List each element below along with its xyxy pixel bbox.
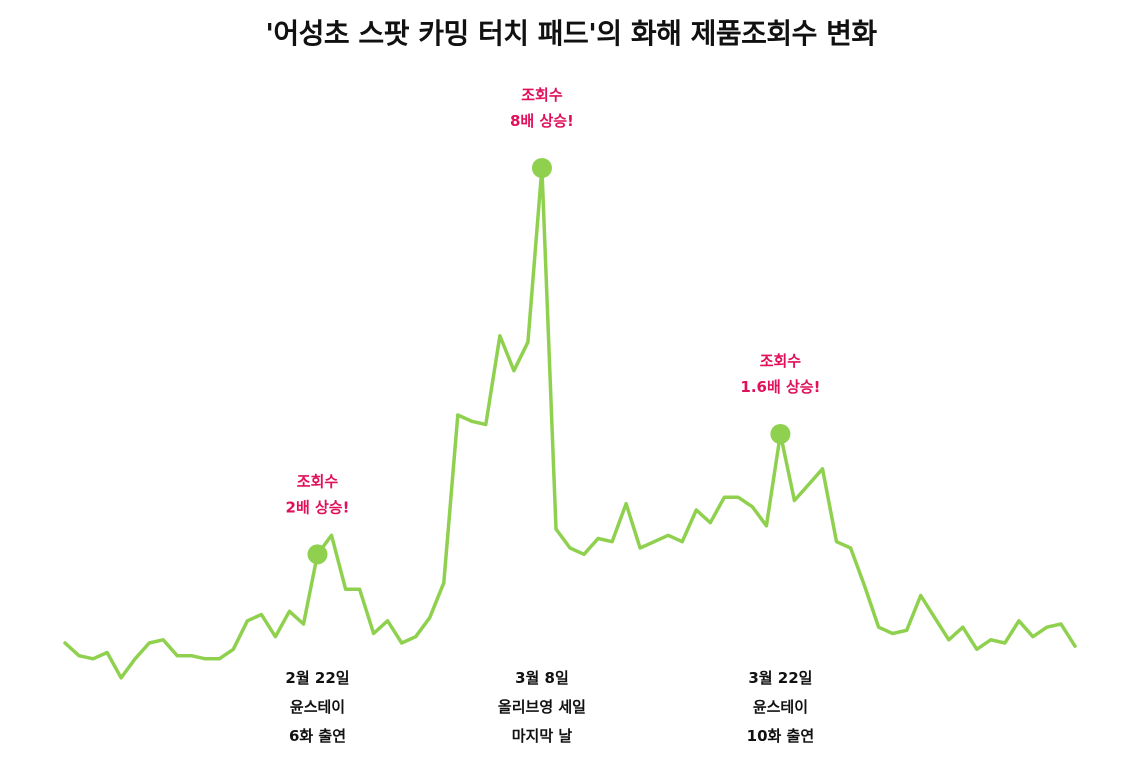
data-point [989, 638, 993, 642]
data-point [526, 340, 530, 344]
data-point [554, 527, 558, 531]
data-point [877, 625, 881, 629]
data-point [764, 524, 768, 528]
data-point [287, 609, 291, 613]
data-point [708, 521, 712, 525]
data-point [189, 654, 193, 658]
data-point [203, 657, 207, 661]
data-point [372, 632, 376, 635]
data-point [652, 540, 656, 544]
event-annotation: 6화 출연 [289, 727, 346, 745]
event-annotation: 윤스테이 [753, 698, 808, 716]
peak-annotation: 조회수 [521, 86, 563, 104]
event-annotation: 3월 22일 [748, 669, 812, 687]
data-point [330, 533, 334, 537]
event-annotation: 2월 22일 [285, 669, 349, 687]
data-point [105, 651, 109, 654]
data-point [456, 413, 460, 417]
data-point [63, 641, 67, 645]
data-point [1073, 644, 1077, 648]
peak-annotation: 1.6배 상승! [740, 378, 820, 396]
data-point [91, 657, 95, 661]
data-point [484, 423, 488, 426]
data-point [694, 508, 698, 512]
data-point [680, 540, 684, 544]
data-point [1059, 622, 1063, 626]
data-point [863, 584, 867, 588]
data-point [835, 540, 839, 544]
series-line [63, 166, 1077, 680]
data-point [891, 632, 895, 635]
data-point [217, 657, 221, 661]
data-point [624, 502, 628, 506]
data-point [414, 635, 418, 639]
data-point [806, 483, 810, 487]
data-point [470, 419, 474, 423]
data-point [512, 369, 516, 373]
event-annotation: 마지막 날 [512, 727, 573, 745]
peak-marker [307, 544, 328, 565]
data-point [722, 495, 726, 499]
event-annotation: 윤스테이 [290, 698, 345, 716]
data-point [301, 622, 305, 626]
event-annotation: 3월 8일 [515, 669, 569, 687]
data-point [638, 546, 642, 550]
data-point [77, 654, 81, 658]
data-point [666, 533, 670, 537]
data-point [428, 616, 432, 620]
event-annotation: 10화 출연 [747, 727, 815, 745]
chart-title: '어성초 스팟 카밍 터치 패드'의 화해 제품조회수 변화 [265, 17, 877, 50]
data-point [947, 638, 951, 642]
peak-marker [770, 424, 791, 444]
data-point [498, 334, 502, 338]
data-point [231, 647, 235, 651]
data-point [610, 540, 614, 544]
data-point [736, 495, 740, 499]
peak-marker [531, 158, 552, 178]
peak-annotation: 조회수 [297, 472, 339, 490]
data-point [933, 616, 937, 620]
data-point [905, 628, 909, 632]
peak-annotation: 조회수 [760, 352, 802, 370]
data-point [273, 635, 277, 639]
peak-annotation: 8배 상승! [510, 112, 574, 130]
data-point [582, 552, 586, 556]
data-point [792, 499, 796, 502]
data-point [1003, 641, 1007, 645]
data-point [161, 638, 165, 642]
data-point [386, 619, 390, 623]
event-annotation: 올리브영 세일 [498, 698, 586, 716]
data-point [259, 613, 263, 616]
data-point [245, 619, 249, 623]
data-point [119, 676, 123, 680]
data-point [750, 505, 754, 509]
data-point [596, 537, 600, 540]
data-point [442, 581, 446, 585]
data-point [849, 546, 853, 550]
data-point [344, 587, 348, 591]
data-point [821, 467, 824, 471]
data-point [568, 546, 572, 550]
data-point [1045, 625, 1049, 629]
data-point [147, 641, 151, 645]
data-point [1031, 635, 1035, 639]
data-point [133, 657, 137, 661]
data-point [961, 625, 965, 629]
data-point [400, 641, 404, 645]
data-point [975, 647, 979, 651]
peak-annotation: 2배 상승! [286, 498, 350, 516]
data-point [175, 654, 179, 658]
data-point [919, 594, 923, 597]
data-point [1017, 619, 1021, 623]
data-point [358, 587, 362, 591]
